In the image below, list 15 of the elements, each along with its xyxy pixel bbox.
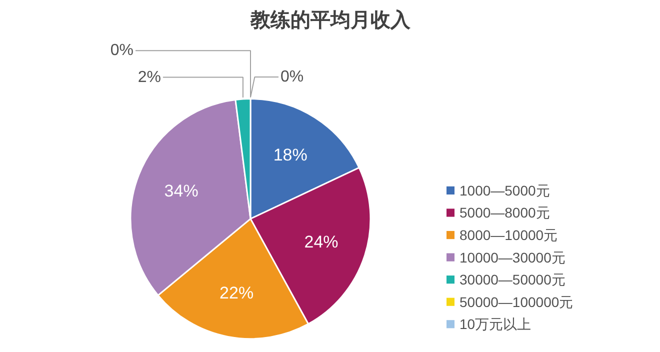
data-label: 34% (164, 182, 198, 201)
legend-label: 10000—30000元 (460, 249, 566, 266)
text: 0% (280, 68, 304, 86)
legend-label: 1000—5000元 (460, 182, 550, 198)
data-label: 2% (138, 68, 161, 86)
legend-label: 50000—100000元 (460, 294, 574, 310)
text: 0% (110, 42, 134, 60)
legend-label: 10万元以上 (460, 316, 532, 332)
data-label: 18% (273, 146, 308, 165)
legend-label: 5000—8000元 (460, 204, 550, 221)
data-label: 22% (220, 283, 254, 302)
legend-label: 30000—50000元 (460, 272, 566, 288)
chart-title: 教练的平均月收入 (250, 8, 412, 32)
data-label: 24% (304, 232, 338, 252)
legend-label: 8000—10000元 (460, 227, 558, 244)
